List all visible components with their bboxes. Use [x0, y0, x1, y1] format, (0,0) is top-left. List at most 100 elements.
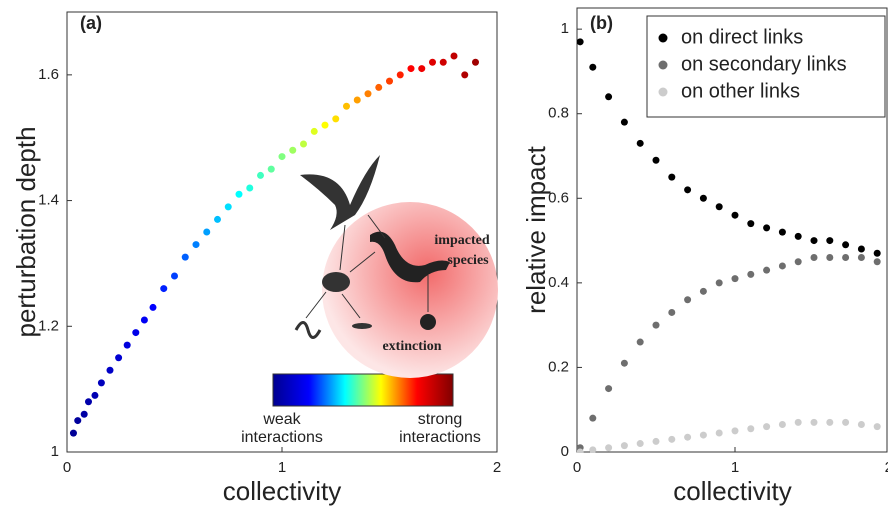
- worm-icon: [294, 321, 322, 339]
- y-tick-label: 0.8: [548, 105, 569, 122]
- data-point: [826, 253, 834, 261]
- data-point: [171, 272, 178, 280]
- ant-icon: [352, 323, 372, 329]
- panel-label: (b): [590, 13, 613, 33]
- data-point: [224, 203, 232, 211]
- data-point: [873, 258, 881, 266]
- data-point: [652, 321, 660, 329]
- y-tick-label: 1.6: [38, 66, 59, 83]
- data-point: [747, 270, 755, 278]
- food-web-arrows: [305, 214, 429, 319]
- data-point: [149, 303, 157, 311]
- legend-label: on secondary links: [681, 53, 847, 75]
- data-point: [123, 341, 131, 349]
- data-point: [684, 296, 692, 304]
- data-point: [140, 316, 148, 324]
- legend-marker: [658, 87, 668, 97]
- data-point: [235, 190, 243, 198]
- data-point: [85, 398, 92, 406]
- legend-label: on other links: [681, 80, 800, 102]
- data-point: [842, 418, 850, 426]
- colorbar-label: strong: [418, 411, 462, 428]
- data-point: [80, 410, 88, 418]
- y-tick-label: 0.4: [548, 274, 569, 291]
- y-axis-label: relative impact: [521, 145, 551, 313]
- colorbar-label: interactions: [241, 429, 323, 446]
- data-point: [715, 279, 723, 287]
- y-axis-label: perturbation depth: [11, 126, 41, 337]
- data-point: [181, 253, 189, 261]
- data-point: [257, 171, 264, 179]
- colorbar: [272, 373, 454, 407]
- data-point: [668, 308, 676, 316]
- data-point: [300, 140, 307, 148]
- data-point: [778, 228, 786, 236]
- data-point: [668, 435, 676, 443]
- data-point: [74, 417, 82, 425]
- colorbar-label: interactions: [399, 429, 481, 446]
- y-tick-label: 1.4: [38, 192, 59, 209]
- y-tick-label: 1.2: [38, 317, 59, 334]
- data-point: [132, 329, 140, 337]
- impact-zone: [322, 202, 498, 378]
- data-point: [842, 253, 850, 261]
- data-point: [857, 421, 865, 429]
- x-tick-label: 0: [573, 459, 581, 476]
- y-tick-label: 1: [51, 443, 59, 460]
- data-point: [747, 220, 755, 228]
- data-point: [69, 429, 77, 437]
- plot-area: [577, 38, 881, 453]
- data-point: [763, 266, 771, 274]
- data-point: [842, 241, 850, 249]
- x-tick-label: 1: [731, 459, 739, 476]
- legend-marker: [658, 60, 668, 70]
- data-point: [620, 442, 628, 450]
- data-point: [450, 52, 458, 60]
- data-point: [620, 118, 628, 126]
- snake-icon: [370, 231, 450, 283]
- data-point: [605, 385, 613, 393]
- data-point: [873, 423, 881, 431]
- data-point: [684, 433, 692, 441]
- data-point: [343, 102, 350, 110]
- data-point: [684, 186, 692, 194]
- data-point: [857, 245, 865, 253]
- data-point: [589, 63, 597, 71]
- x-axis-label: collectivity: [223, 476, 341, 506]
- data-point: [810, 237, 818, 245]
- data-point: [192, 241, 200, 249]
- y-tick-label: 0.6: [548, 189, 569, 206]
- x-tick-label: 0: [63, 459, 71, 476]
- data-point: [577, 448, 584, 453]
- data-point: [577, 38, 584, 46]
- data-point: [810, 418, 818, 426]
- inset-label: impacted: [434, 233, 489, 248]
- data-point: [794, 258, 802, 266]
- data-point: [620, 359, 628, 367]
- data-point: [731, 427, 739, 435]
- data-point: [605, 444, 613, 452]
- y-tick-label: 1: [561, 20, 569, 37]
- axes-frame: [576, 7, 888, 453]
- inset-label: extinction: [382, 339, 441, 354]
- data-point: [731, 275, 739, 283]
- data-point: [332, 115, 340, 123]
- inset-label: species: [447, 253, 489, 268]
- data-point: [715, 429, 723, 437]
- data-point: [810, 253, 818, 261]
- data-point: [699, 287, 707, 295]
- data-point: [407, 65, 415, 73]
- data-point: [605, 93, 613, 101]
- data-point: [589, 414, 597, 422]
- data-point: [636, 139, 644, 147]
- data-point: [652, 437, 660, 445]
- inset-illustration: impacted species extinction: [294, 155, 498, 378]
- plot-area: [69, 52, 479, 437]
- data-point: [794, 418, 802, 426]
- data-point: [375, 83, 383, 91]
- data-point: [699, 194, 707, 202]
- data-point: [857, 253, 865, 261]
- legend-label: on direct links: [681, 26, 803, 48]
- data-point: [364, 90, 372, 98]
- data-point: [115, 354, 123, 362]
